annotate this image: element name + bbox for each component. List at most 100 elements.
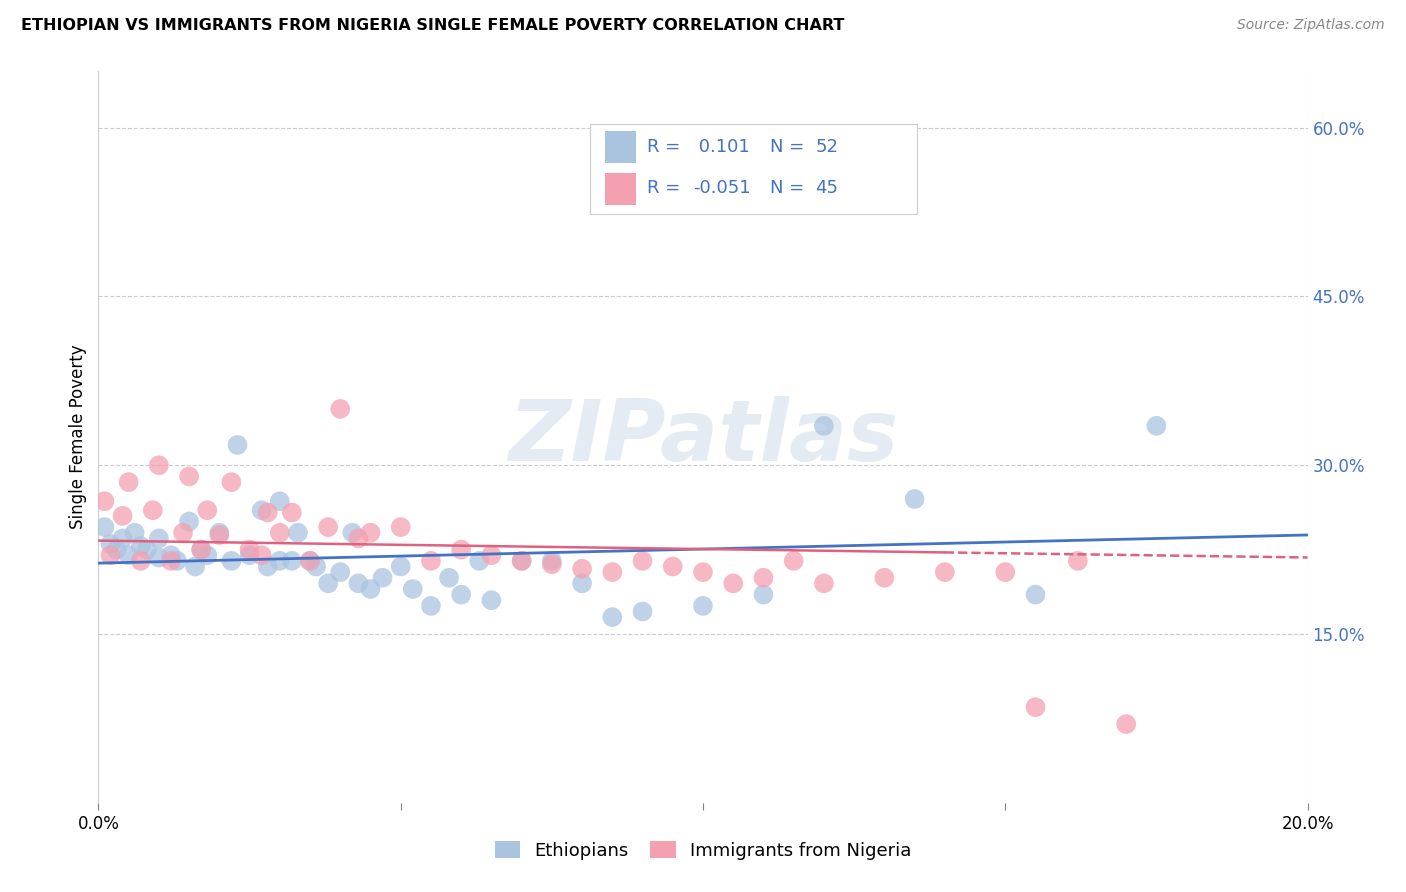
Text: ZIPatlas: ZIPatlas bbox=[508, 395, 898, 479]
Point bbox=[437, 571, 460, 585]
Point bbox=[934, 565, 956, 579]
Point bbox=[752, 588, 775, 602]
Text: N =: N = bbox=[769, 179, 804, 197]
Point bbox=[160, 548, 183, 562]
Point bbox=[190, 542, 212, 557]
Y-axis label: Single Female Poverty: Single Female Poverty bbox=[69, 345, 87, 529]
Point bbox=[135, 542, 157, 557]
Point bbox=[571, 562, 593, 576]
Point bbox=[250, 503, 273, 517]
Point bbox=[752, 571, 775, 585]
Point bbox=[111, 508, 134, 523]
Text: R =: R = bbox=[647, 179, 681, 197]
Point bbox=[389, 520, 412, 534]
Point bbox=[316, 520, 339, 534]
Point bbox=[510, 554, 533, 568]
Text: ETHIOPIAN VS IMMIGRANTS FROM NIGERIA SINGLE FEMALE POVERTY CORRELATION CHART: ETHIOPIAN VS IMMIGRANTS FROM NIGERIA SIN… bbox=[21, 18, 845, 33]
Point bbox=[160, 554, 183, 568]
Legend: Ethiopians, Immigrants from Nigeria: Ethiopians, Immigrants from Nigeria bbox=[488, 834, 918, 867]
Point bbox=[631, 605, 654, 619]
Text: -0.051: -0.051 bbox=[693, 179, 751, 197]
Point bbox=[389, 559, 412, 574]
Point bbox=[360, 582, 382, 596]
Point bbox=[281, 506, 304, 520]
Point bbox=[239, 542, 262, 557]
Point bbox=[166, 554, 188, 568]
Point bbox=[111, 532, 134, 546]
Point bbox=[540, 558, 562, 572]
Point bbox=[1067, 554, 1090, 568]
Point bbox=[269, 525, 291, 540]
Point bbox=[148, 532, 170, 546]
Point bbox=[221, 554, 243, 568]
Text: R =: R = bbox=[647, 137, 681, 155]
FancyBboxPatch shape bbox=[605, 131, 636, 162]
Point bbox=[347, 532, 370, 546]
Point bbox=[269, 554, 291, 568]
Point bbox=[873, 571, 896, 585]
Point bbox=[208, 528, 231, 542]
Point bbox=[100, 537, 122, 551]
Point bbox=[179, 469, 201, 483]
Point bbox=[420, 554, 443, 568]
Point bbox=[208, 525, 231, 540]
FancyBboxPatch shape bbox=[605, 173, 636, 204]
Point bbox=[692, 565, 714, 579]
Point bbox=[148, 458, 170, 473]
Point bbox=[269, 494, 291, 508]
Point bbox=[481, 548, 503, 562]
Point bbox=[129, 539, 152, 553]
Point bbox=[1024, 700, 1046, 714]
Point bbox=[904, 491, 927, 506]
Point bbox=[299, 554, 322, 568]
Point bbox=[226, 438, 249, 452]
Point bbox=[184, 559, 207, 574]
Point bbox=[93, 520, 115, 534]
Point bbox=[148, 550, 170, 565]
Point bbox=[540, 554, 562, 568]
Text: 45: 45 bbox=[815, 179, 838, 197]
Point bbox=[190, 542, 212, 557]
Point bbox=[179, 515, 201, 529]
Point bbox=[994, 565, 1017, 579]
Point bbox=[287, 525, 309, 540]
Point bbox=[342, 525, 364, 540]
Point bbox=[468, 554, 491, 568]
Point bbox=[692, 599, 714, 613]
Point bbox=[631, 554, 654, 568]
Point bbox=[571, 576, 593, 591]
Point bbox=[129, 554, 152, 568]
Point bbox=[1115, 717, 1137, 731]
Point bbox=[142, 503, 165, 517]
Text: Source: ZipAtlas.com: Source: ZipAtlas.com bbox=[1237, 18, 1385, 32]
Point bbox=[256, 559, 278, 574]
Point bbox=[124, 525, 146, 540]
Point bbox=[420, 599, 443, 613]
Point bbox=[723, 576, 745, 591]
Point bbox=[105, 542, 128, 557]
Point bbox=[195, 548, 218, 562]
Point bbox=[195, 503, 218, 517]
Point bbox=[481, 593, 503, 607]
Point bbox=[813, 576, 835, 591]
Point bbox=[250, 548, 273, 562]
Point bbox=[371, 571, 394, 585]
Point bbox=[402, 582, 425, 596]
Point bbox=[347, 576, 370, 591]
Point bbox=[510, 554, 533, 568]
Point bbox=[118, 475, 141, 489]
Point bbox=[172, 525, 194, 540]
Point bbox=[256, 506, 278, 520]
Point bbox=[221, 475, 243, 489]
Point bbox=[281, 554, 304, 568]
Point bbox=[360, 525, 382, 540]
Point bbox=[93, 494, 115, 508]
Point bbox=[329, 565, 352, 579]
Point bbox=[329, 401, 352, 416]
Point bbox=[1024, 588, 1046, 602]
Text: 52: 52 bbox=[815, 137, 838, 155]
Point bbox=[602, 610, 624, 624]
Point bbox=[299, 554, 322, 568]
Point bbox=[661, 559, 683, 574]
Point bbox=[239, 548, 262, 562]
